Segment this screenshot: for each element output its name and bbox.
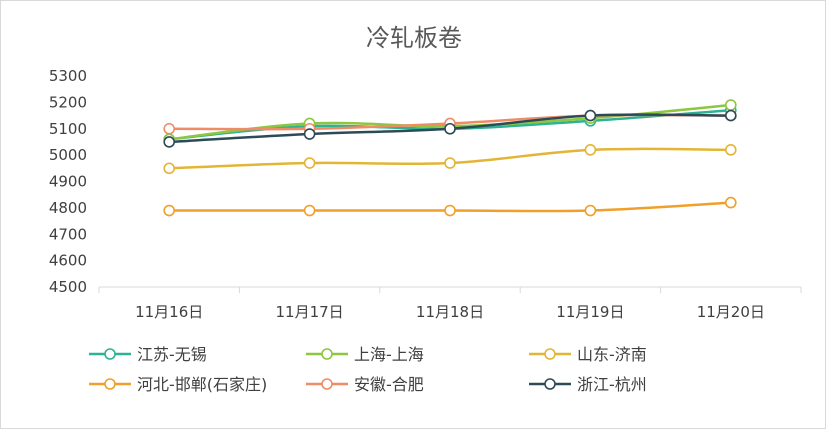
y-tick-label: 5100 <box>49 120 87 138</box>
legend-item: 山东-济南 <box>529 345 647 364</box>
chart-title: 冷轧板卷 <box>366 24 462 52</box>
legend-marker <box>104 348 116 360</box>
series-layer <box>163 99 737 217</box>
data-point <box>584 144 597 156</box>
legend-marker <box>321 378 333 390</box>
series-4 <box>163 196 737 217</box>
data-point <box>584 109 597 122</box>
data-point <box>303 204 316 217</box>
legend-marker <box>321 348 333 360</box>
data-point <box>444 157 456 169</box>
data-point <box>163 122 175 135</box>
legend-label: 山东-济南 <box>577 345 647 364</box>
x-tick-label: 11月19日 <box>556 303 624 321</box>
legend-label: 安徽-合肥 <box>354 375 424 394</box>
y-tick-label: 4800 <box>49 199 87 217</box>
legend-label: 江苏-无锡 <box>137 345 207 364</box>
data-point <box>724 196 737 209</box>
legend-item: 江苏-无锡 <box>89 345 207 364</box>
data-point <box>444 122 456 135</box>
data-point <box>163 162 175 175</box>
data-point <box>724 99 737 111</box>
y-tick-label: 5300 <box>49 67 87 85</box>
y-tick-label: 5000 <box>49 146 87 164</box>
data-point <box>444 204 456 217</box>
series-6 <box>163 109 737 148</box>
data-point <box>163 204 175 217</box>
legend-label: 浙江-杭州 <box>577 375 647 394</box>
legend-marker <box>544 378 556 390</box>
legend-marker <box>544 348 556 360</box>
x-tick-label: 11月20日 <box>697 303 765 321</box>
y-tick-label: 4900 <box>49 173 87 191</box>
data-point <box>163 136 175 148</box>
legend-label: 上海-上海 <box>354 345 424 364</box>
legend-item: 上海-上海 <box>306 345 424 364</box>
x-tick-label: 11月17日 <box>276 303 344 321</box>
data-point <box>724 109 737 122</box>
legend-marker <box>104 378 116 390</box>
legend-item: 河北-邯郸(石家庄) <box>89 375 267 394</box>
legend-label: 河北-邯郸(石家庄) <box>137 375 267 394</box>
y-tick-label: 4700 <box>49 225 87 243</box>
series-3 <box>163 144 737 175</box>
y-tick-label: 5200 <box>49 93 87 111</box>
data-point <box>724 144 737 156</box>
data-point <box>303 128 316 140</box>
legend-item: 安徽-合肥 <box>306 375 424 394</box>
y-tick-label: 4500 <box>49 278 87 296</box>
data-point <box>584 204 597 217</box>
axes: 11月16日 11月17日 11月18日 11月19日 11月20日 4500 4600 47… <box>49 67 802 321</box>
x-tick-label: 11月16日 <box>135 303 203 321</box>
x-tick-label: 11月18日 <box>416 303 484 321</box>
legend-item: 浙江-杭州 <box>529 375 647 394</box>
y-tick-label: 4600 <box>49 252 87 270</box>
data-point <box>303 157 316 169</box>
